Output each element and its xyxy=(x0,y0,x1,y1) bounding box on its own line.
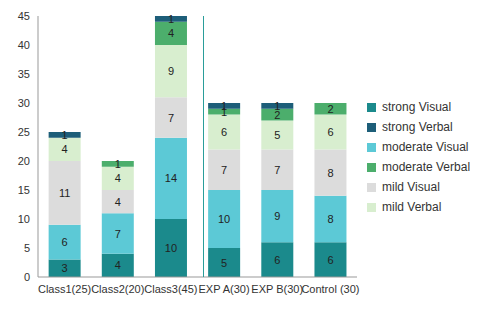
svg-text:10: 10 xyxy=(165,242,177,254)
html-text:moderate Visual: moderate Visual xyxy=(382,140,469,154)
svg-text:30: 30 xyxy=(18,97,30,109)
svg-text:7: 7 xyxy=(274,164,280,176)
svg-text:8: 8 xyxy=(327,213,333,225)
svg-text:7: 7 xyxy=(115,228,121,240)
svg-text:10: 10 xyxy=(18,213,30,225)
svg-text:5: 5 xyxy=(24,242,30,254)
html-text:moderate Verbal: moderate Verbal xyxy=(382,160,471,174)
svg-text:9: 9 xyxy=(168,65,174,77)
svg-text:4: 4 xyxy=(115,259,121,271)
svg-text:Class1(25): Class1(25) xyxy=(38,283,91,295)
svg-text:40: 40 xyxy=(18,39,30,51)
svg-text:Control (30): Control (30) xyxy=(301,283,359,295)
svg-text:1: 1 xyxy=(62,129,68,141)
svg-text:7: 7 xyxy=(168,112,174,124)
svg-text:1: 1 xyxy=(168,13,174,25)
svg-text:5: 5 xyxy=(274,129,280,141)
svg-text:1: 1 xyxy=(115,158,121,170)
svg-text:3: 3 xyxy=(62,262,68,274)
svg-text:4: 4 xyxy=(168,27,174,39)
svg-text:2: 2 xyxy=(274,108,281,121)
svg-text:35: 35 xyxy=(18,68,30,80)
svg-text:0: 0 xyxy=(24,271,30,283)
html-text:strong Visual: strong Visual xyxy=(382,100,452,114)
svg-text:4: 4 xyxy=(62,143,68,155)
svg-text:20: 20 xyxy=(18,155,30,167)
svg-text:6: 6 xyxy=(274,254,280,266)
html-text:mild Visual: mild Visual xyxy=(382,180,440,194)
svg-text:6: 6 xyxy=(221,126,227,138)
svg-text:25: 25 xyxy=(18,126,30,138)
svg-text:1: 1 xyxy=(274,100,280,112)
svg-text:6: 6 xyxy=(62,236,68,248)
html-text:mild Verbal: mild Verbal xyxy=(382,200,442,214)
svg-text:1: 1 xyxy=(221,100,227,112)
html-text:strong Verbal: strong Verbal xyxy=(382,120,453,134)
svg-text:10: 10 xyxy=(218,213,230,225)
svg-text:6: 6 xyxy=(327,126,333,138)
svg-text:14: 14 xyxy=(165,172,177,184)
svg-text:EXP B(30): EXP B(30) xyxy=(251,283,303,295)
svg-text:9: 9 xyxy=(274,210,280,222)
svg-text:4: 4 xyxy=(115,196,121,208)
svg-text:2: 2 xyxy=(327,103,333,115)
svg-text:4: 4 xyxy=(115,172,121,184)
svg-text:6: 6 xyxy=(327,254,333,266)
svg-text:11: 11 xyxy=(59,187,70,199)
svg-text:45: 45 xyxy=(18,10,30,22)
svg-text:8: 8 xyxy=(327,167,333,179)
svg-text:7: 7 xyxy=(221,164,227,176)
svg-text:EXP A(30): EXP A(30) xyxy=(198,283,249,295)
svg-text:15: 15 xyxy=(18,184,30,196)
svg-text:Class2(20): Class2(20) xyxy=(91,283,144,295)
svg-text:5: 5 xyxy=(221,257,227,269)
svg-text:Class3(45): Class3(45) xyxy=(144,283,197,295)
